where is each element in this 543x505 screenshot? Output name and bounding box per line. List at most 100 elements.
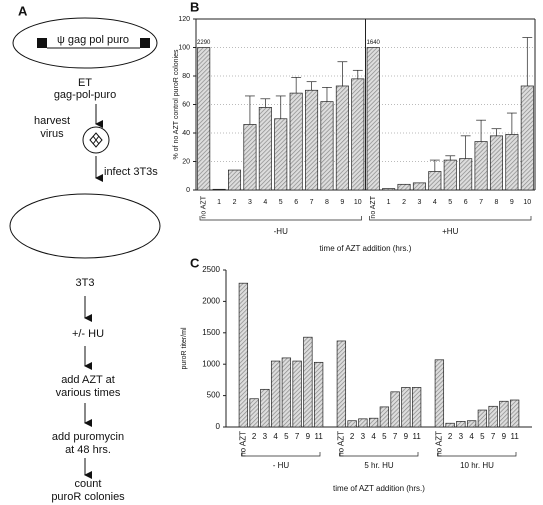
bar (351, 78, 365, 191)
panel-label: C (190, 255, 200, 270)
ltr-box (37, 38, 47, 48)
y-tick-label: 1000 (202, 359, 220, 368)
bar (412, 182, 426, 191)
cell-construct: gag-pol-puro (54, 89, 116, 101)
bar (445, 422, 455, 428)
y-tick-label: 100 (178, 44, 190, 51)
x-tick-label: no AZT (201, 195, 208, 218)
bar (292, 360, 302, 428)
step: harvest (34, 115, 70, 127)
bar (270, 360, 281, 428)
bar (520, 85, 534, 191)
x-tick-label: 5 (480, 432, 485, 441)
x-tick-label: 2 (350, 432, 355, 441)
y-tick-label: 500 (207, 391, 221, 400)
bar (499, 400, 509, 428)
x-tick-label: 3 (417, 199, 421, 206)
bar (505, 134, 519, 191)
bar (474, 141, 488, 191)
x-tick-label: no AZT (238, 431, 247, 457)
bar (289, 92, 303, 191)
x-tick-label: 8 (495, 199, 499, 206)
y-tick-label: 2500 (202, 265, 220, 274)
step: add AZT at (61, 374, 115, 386)
bar (347, 420, 357, 428)
x-tick-label: 11 (314, 432, 323, 441)
x-tick-label: 4 (273, 432, 278, 441)
y-tick-label: 120 (178, 16, 190, 23)
step: various times (56, 387, 121, 399)
bar (368, 417, 379, 428)
bar (466, 420, 477, 428)
bar (281, 357, 292, 428)
x-tick-label: 2 (252, 432, 257, 441)
virus-icon (82, 126, 110, 154)
bar (488, 405, 498, 428)
group-label: -HU (274, 227, 288, 236)
x-tick-label: 2 (448, 432, 453, 441)
x-tick-label: 3 (361, 432, 366, 441)
x-tick-label: 3 (459, 432, 464, 441)
bar (335, 85, 349, 191)
bar (238, 282, 249, 428)
bar (443, 159, 457, 191)
y-tick-label: 0 (216, 422, 221, 431)
construct: ψ gag pol puro (57, 34, 129, 46)
x-tick-label: 10 (354, 199, 362, 206)
bar (459, 158, 473, 191)
x-tick-label: 5 (448, 199, 452, 206)
x-tick-label: 7 (491, 432, 496, 441)
x-tick-label: no AZT (336, 431, 345, 457)
step: 3T3 (76, 277, 95, 289)
x-tick-label: 3 (263, 432, 268, 441)
bar (411, 387, 422, 428)
bar (274, 118, 288, 191)
bar (320, 101, 334, 191)
step: +/- HU (72, 328, 104, 340)
bar (197, 47, 211, 191)
group-label: 10 hr. HU (460, 461, 494, 470)
y-tick-label: 1500 (202, 328, 220, 337)
x-tick-label: 7 (479, 199, 483, 206)
y-axis-label: % of no AZT control puroR colonies (173, 49, 180, 159)
x-tick-label: 2 (233, 199, 237, 206)
virus-icon (89, 132, 103, 148)
x-tick-label: 6 (294, 199, 298, 206)
x-tick-label: 4 (469, 432, 474, 441)
y-tick-label: 40 (182, 130, 190, 137)
step: add puromycin (52, 431, 124, 443)
x-tick-label: 5 (382, 432, 387, 441)
group-bracket (241, 452, 321, 457)
x-tick-label: 5 (284, 432, 289, 441)
x-tick-label: 9 (404, 432, 409, 441)
group-bracket (339, 452, 419, 457)
x-tick-label: 1 (387, 199, 391, 206)
x-tick-label: 8 (325, 199, 329, 206)
x-tick-label: 9 (510, 199, 514, 206)
group-label: +HU (442, 227, 458, 236)
bar (489, 135, 503, 191)
x-axis-label: time of AZT addition (hrs.) (320, 244, 412, 253)
x-tick-label: 1 (217, 199, 221, 206)
bar-annotation: 1640 (367, 40, 381, 46)
bar (382, 188, 396, 191)
bar (366, 47, 380, 191)
bar (390, 391, 400, 428)
cell-ellipse (9, 193, 161, 259)
ltr-box (140, 38, 150, 48)
x-tick-label: 6 (464, 199, 468, 206)
x-tick-label: no AZT (434, 431, 443, 457)
x-tick-label: 9 (306, 432, 311, 441)
group-bracket (369, 216, 532, 221)
y-tick-label: 60 (182, 101, 190, 108)
panel-label: B (190, 0, 199, 14)
step: puroR colonies (51, 491, 125, 503)
x-tick-label: 4 (263, 199, 267, 206)
step: at 48 hrs. (65, 444, 111, 456)
x-axis-label: time of AZT addition (hrs.) (333, 484, 425, 493)
x-tick-label: 4 (433, 199, 437, 206)
step: virus (40, 128, 64, 140)
bar (228, 169, 242, 191)
bar (243, 124, 257, 191)
